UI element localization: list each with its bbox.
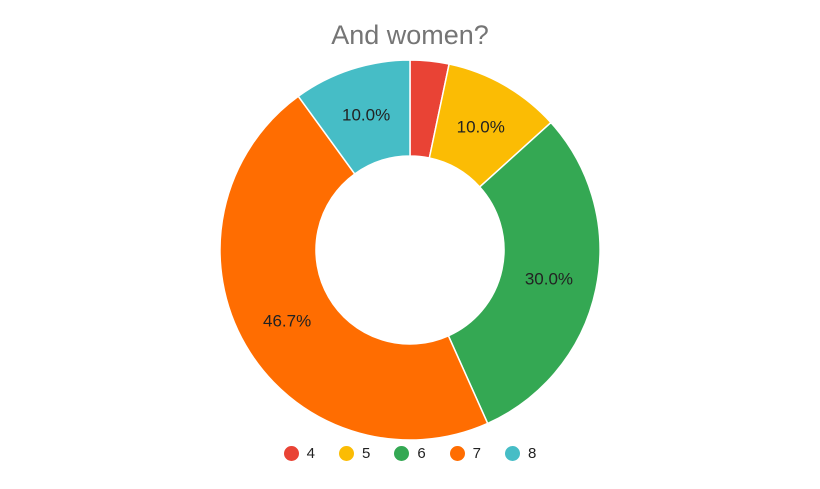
legend-swatch-4 <box>283 446 299 461</box>
legend-swatch-8 <box>505 446 521 461</box>
legend-swatch-5 <box>338 446 354 461</box>
legend-label-8: 8 <box>528 445 537 462</box>
slice-label-6: 30.0% <box>525 270 573 289</box>
legend-item-5[interactable]: 5 <box>338 445 371 462</box>
legend-swatch-7 <box>449 446 465 461</box>
legend-item-8[interactable]: 8 <box>505 445 536 462</box>
legend-label-6: 6 <box>417 445 426 462</box>
legend-label-4: 4 <box>306 445 315 462</box>
legend-item-6[interactable]: 6 <box>394 445 426 462</box>
slice-7[interactable] <box>219 95 489 441</box>
slice-label-7: 46.7% <box>263 312 311 331</box>
legend: 4 5 6 7 8 <box>0 445 820 462</box>
legend-label-7: 7 <box>472 445 482 462</box>
slice-label-5: 10.0% <box>457 117 505 136</box>
legend-item-4[interactable]: 4 <box>283 445 315 462</box>
legend-item-7[interactable]: 7 <box>449 445 482 462</box>
legend-swatch-6 <box>394 446 410 461</box>
slice-labels-group: 10.0% 30.0% 46.7% 10.0% <box>263 105 573 330</box>
slices-group <box>219 59 601 441</box>
slice-8[interactable] <box>297 59 411 175</box>
slice-label-8: 10.0% <box>342 105 390 124</box>
chart-title: And women? <box>331 20 489 50</box>
slice-6[interactable] <box>447 121 601 425</box>
legend-label-5: 5 <box>361 445 371 462</box>
